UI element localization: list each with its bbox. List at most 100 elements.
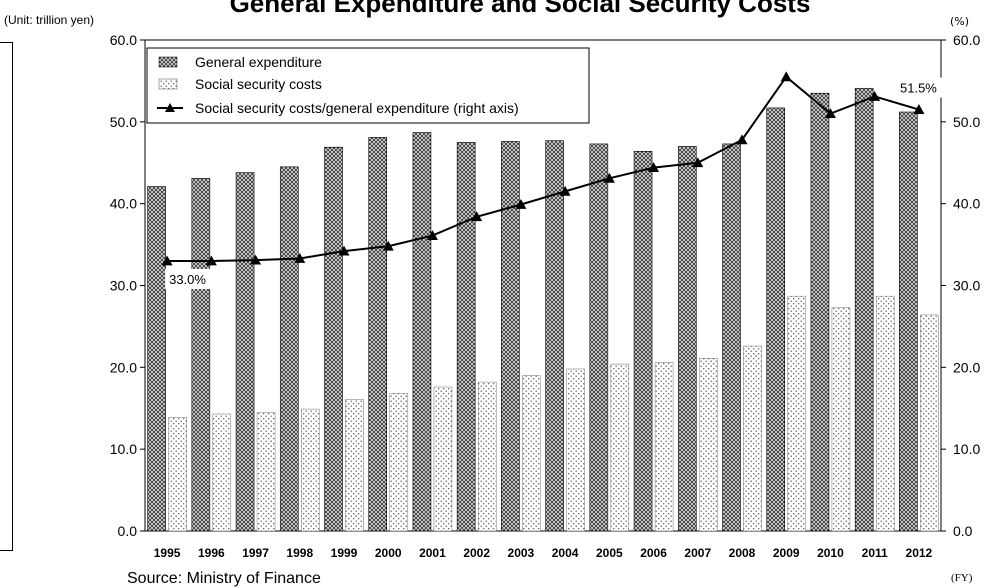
bar-social-security-costs: [212, 413, 232, 532]
ratio-point: [824, 108, 836, 119]
ratio-point: [869, 90, 881, 101]
right-axis-unit: (%): [950, 15, 970, 28]
bar-general-expenditure: [368, 137, 388, 532]
bar-general-expenditure: [899, 111, 918, 532]
ratio-point: [338, 245, 350, 256]
bar-social-security-costs: [256, 412, 276, 532]
left-tick-label: 10.0: [110, 441, 137, 457]
x-tick-label: 2005: [596, 546, 623, 560]
legend-box: [146, 47, 590, 124]
bar-general-expenditure: [501, 141, 520, 532]
right-tick-label: 10.0: [953, 441, 980, 457]
bar-social-security-costs: [301, 408, 320, 532]
bar-general-expenditure: [235, 172, 255, 532]
x-tick-label: 2010: [817, 546, 844, 560]
legend-label-ratio: Social security costs/general expenditur…: [195, 100, 519, 116]
source-note: Source: Ministry of Finance: [127, 570, 321, 587]
x-tick-label: 1996: [198, 546, 225, 560]
right-tick-label: 20.0: [953, 359, 980, 375]
left-tick-label: 50.0: [110, 114, 137, 130]
legend: General expenditure Social security costs…: [146, 47, 590, 124]
side-frame-edge: [0, 42, 13, 551]
ratio-point: [780, 71, 792, 82]
bar-general-expenditure: [147, 186, 166, 532]
bar-general-expenditure: [854, 87, 874, 532]
bar-social-security-costs: [477, 381, 497, 532]
x-tick-label: 2008: [729, 546, 756, 560]
right-tick-label: 40.0: [953, 196, 980, 212]
ratio-point: [426, 230, 438, 240]
bar-general-expenditure: [191, 177, 211, 532]
x-tick-label: 1997: [242, 546, 269, 560]
bar-general-expenditure: [412, 132, 432, 532]
x-axis-unit: (FY): [951, 572, 973, 584]
x-tick-label: 2006: [640, 546, 667, 560]
bar-general-expenditure: [456, 141, 476, 532]
annotation-bg: [165, 268, 216, 289]
x-tick-label: 2004: [552, 546, 579, 560]
bar-general-expenditure: [766, 107, 786, 532]
bar-social-security-costs: [743, 345, 762, 532]
x-tick-label: 2009: [773, 546, 800, 560]
bar-social-security-costs: [787, 295, 806, 532]
x-tick-label: 2011: [862, 546, 888, 560]
ratio-point: [471, 211, 483, 222]
ratio-point: [692, 157, 704, 168]
x-tick-label: 2007: [684, 546, 711, 560]
ratio-line: [161, 71, 925, 266]
bar-general-expenditure: [545, 140, 564, 532]
ratio-point: [736, 134, 748, 145]
bar-social-security-costs: [610, 363, 630, 532]
bar-general-expenditure: [589, 143, 609, 532]
x-tick-label: 1995: [154, 546, 181, 560]
x-tick-label: 1999: [331, 546, 358, 560]
bar-social-security-costs: [654, 362, 674, 532]
ratio-point: [515, 198, 527, 209]
legend-marker-ratio: [165, 103, 175, 112]
legend-label-social-security-costs: Social security costs: [195, 76, 322, 92]
right-tick-label: 0.0: [953, 523, 973, 539]
ratio-polyline: [167, 75, 920, 262]
bar-social-security-costs: [566, 368, 585, 532]
right-tick-label: 50.0: [953, 114, 980, 130]
bar-general-expenditure: [677, 146, 697, 532]
x-tick-label: 1998: [286, 546, 313, 560]
left-axis-unit: (Unit: trillion yen): [4, 13, 95, 27]
legend-swatch-general-expenditure: [158, 56, 178, 68]
annotation-label: 51.5%: [900, 81, 937, 96]
right-tick-label: 30.0: [953, 278, 980, 294]
x-tick-label: 2001: [419, 546, 446, 560]
bar-social-security-costs: [522, 375, 541, 532]
bar-general-expenditure: [324, 146, 343, 532]
bar-general-expenditure: [722, 143, 741, 532]
annotation-label: 33.0%: [169, 272, 206, 287]
left-tick-label: 60.0: [110, 32, 137, 48]
ratio-point: [294, 252, 306, 263]
bar-social-security-costs: [389, 393, 408, 532]
ratio-point: [603, 172, 615, 183]
bar-social-security-costs: [168, 417, 187, 532]
chart-title: General Expenditure and Social Security …: [229, 0, 811, 18]
bar-social-security-costs: [831, 307, 851, 532]
bar-general-expenditure: [279, 166, 299, 532]
ratio-point: [250, 254, 262, 265]
legend-swatch-social-security-costs: [158, 78, 178, 90]
ratio-point: [205, 255, 217, 266]
left-tick-label: 0.0: [118, 523, 138, 539]
left-tick-label: 20.0: [110, 359, 137, 375]
bar-social-security-costs: [433, 386, 453, 532]
x-tick-label: 2003: [508, 546, 535, 560]
tick-labels: 0.0 10.0 20.0 30.0 40.0 50.0 60.0 0.0 10.0 20.0 30…: [110, 32, 981, 560]
ratio-point: [648, 162, 660, 173]
bar-social-security-costs: [875, 295, 895, 532]
axes: [140, 39, 946, 532]
x-tick-label: 2012: [906, 546, 933, 560]
left-tick-label: 30.0: [110, 278, 137, 294]
bar-social-security-costs: [345, 399, 364, 532]
bar-general-expenditure: [810, 92, 830, 532]
ratio-point: [913, 104, 925, 114]
ratio-point: [161, 255, 173, 266]
bar-general-expenditure: [633, 150, 653, 532]
